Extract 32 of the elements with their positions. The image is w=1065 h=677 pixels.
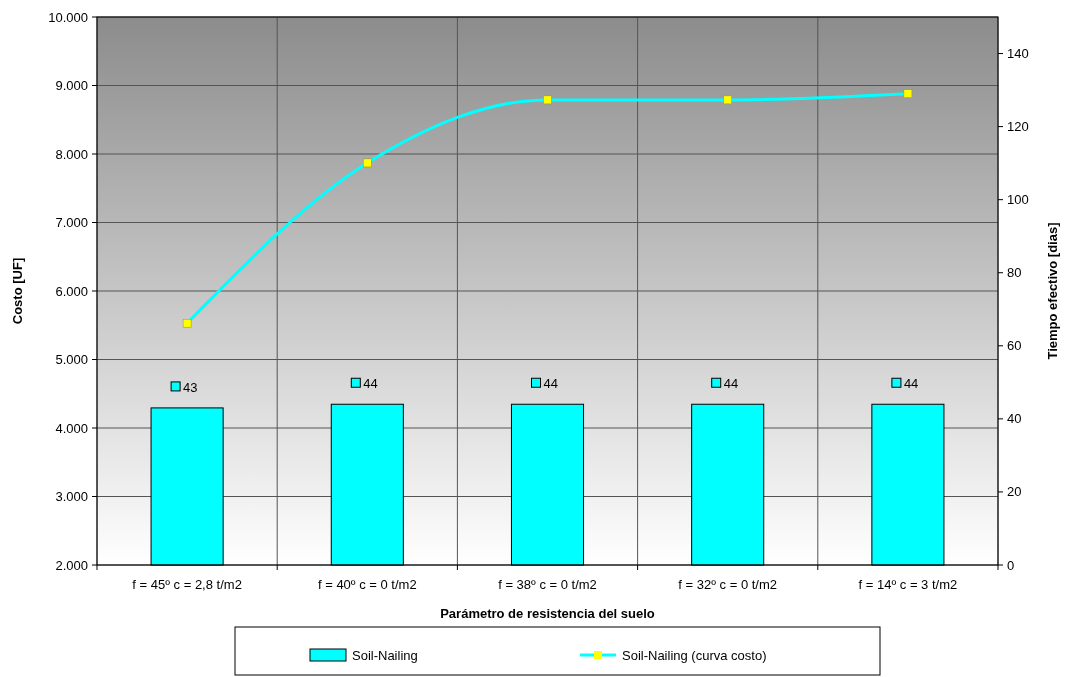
y-tick-label: 6.000 bbox=[55, 283, 88, 299]
x-tick-label: f = 14º c = 3 t/m2 bbox=[858, 577, 958, 592]
y2-tick-label: 40 bbox=[1007, 411, 1022, 427]
y2-tick-label: 100 bbox=[1007, 192, 1029, 208]
y2-tick-label: 80 bbox=[1007, 265, 1022, 281]
y-tick-label: 8.000 bbox=[55, 146, 88, 162]
y2-tick-label: 20 bbox=[1007, 484, 1022, 500]
y-tick-label: 7.000 bbox=[55, 215, 88, 231]
x-tick-label: f = 38º c = 0 t/m2 bbox=[498, 577, 597, 592]
y2-tick-label: 0 bbox=[1007, 557, 1015, 573]
x-tick-label: f = 40º c = 0 t/m2 bbox=[317, 577, 417, 592]
y2-tick-label: 120 bbox=[1007, 119, 1029, 135]
y-tick-label: 4.000 bbox=[55, 420, 88, 436]
y-tick-label: 3.000 bbox=[55, 489, 88, 505]
y2-tick-label: 60 bbox=[1007, 338, 1022, 354]
x-tick-label: f = 32º c = 0 t/m2 bbox=[678, 577, 778, 592]
data-label: 43 bbox=[183, 379, 198, 395]
x-axis-title: Parámetro de resistencia del suelo bbox=[440, 606, 655, 621]
y-tick-label: 9.000 bbox=[55, 78, 88, 94]
y-tick-label: 5.000 bbox=[55, 352, 88, 368]
legend-label: Soil-Nailing (curva costo) bbox=[622, 647, 767, 663]
legend-label: Soil-Nailing bbox=[352, 647, 418, 663]
data-label: 44 bbox=[543, 376, 558, 392]
y-tick-label: 10.000 bbox=[48, 9, 88, 25]
data-label: 44 bbox=[363, 376, 378, 392]
y2-axis-title: Tiempo efectivo [dias] bbox=[1045, 222, 1060, 360]
x-tick-label: f = 45º c = 2,8 t/m2 bbox=[132, 577, 242, 592]
y-tick-label: 2.000 bbox=[55, 557, 88, 573]
data-label: 44 bbox=[903, 376, 919, 392]
y2-tick-label: 140 bbox=[1007, 46, 1029, 62]
data-label: 44 bbox=[723, 376, 739, 392]
y-axis-title: Costo [UF] bbox=[10, 257, 25, 325]
